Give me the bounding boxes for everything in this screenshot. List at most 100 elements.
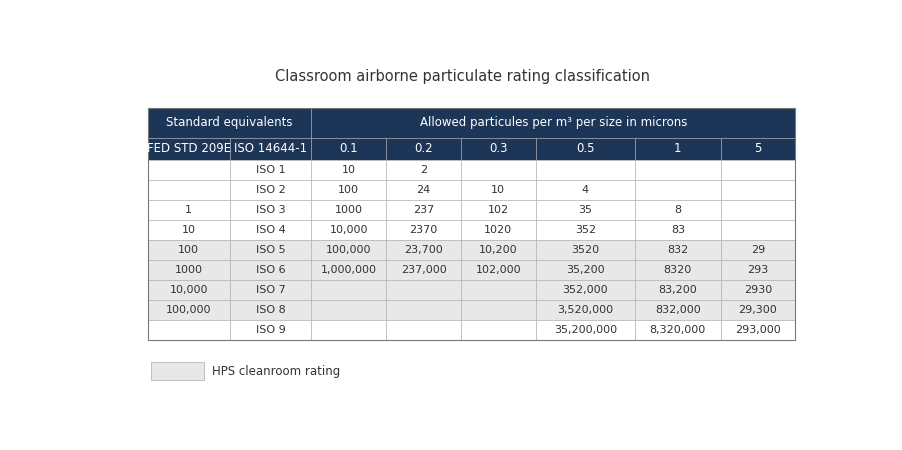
Text: 0.1: 0.1 [339, 142, 358, 155]
FancyBboxPatch shape [152, 362, 204, 380]
Text: ISO 1: ISO 1 [255, 165, 285, 175]
FancyBboxPatch shape [720, 320, 795, 340]
Text: HPS cleanroom rating: HPS cleanroom rating [212, 364, 340, 378]
FancyBboxPatch shape [148, 280, 229, 300]
Text: 1000: 1000 [335, 205, 363, 215]
FancyBboxPatch shape [720, 280, 795, 300]
FancyBboxPatch shape [720, 220, 795, 240]
Text: 1000: 1000 [175, 265, 203, 275]
FancyBboxPatch shape [229, 260, 311, 280]
FancyBboxPatch shape [229, 220, 311, 240]
FancyBboxPatch shape [386, 260, 460, 280]
Text: 4: 4 [581, 185, 588, 195]
Text: 1: 1 [673, 142, 681, 155]
FancyBboxPatch shape [148, 200, 229, 220]
Text: 5: 5 [753, 142, 760, 155]
Text: 8,320,000: 8,320,000 [649, 325, 705, 335]
Text: FED STD 209E: FED STD 209E [146, 142, 231, 155]
FancyBboxPatch shape [460, 138, 535, 160]
FancyBboxPatch shape [634, 300, 720, 320]
Text: Standard equivalents: Standard equivalents [166, 116, 292, 129]
FancyBboxPatch shape [634, 320, 720, 340]
Text: 352: 352 [575, 225, 595, 235]
Text: ISO 4: ISO 4 [255, 225, 285, 235]
FancyBboxPatch shape [386, 180, 460, 200]
FancyBboxPatch shape [460, 240, 535, 260]
Text: 3520: 3520 [571, 245, 599, 255]
FancyBboxPatch shape [720, 138, 795, 160]
Text: 35,200,000: 35,200,000 [553, 325, 616, 335]
Text: 1: 1 [185, 205, 192, 215]
Text: 352,000: 352,000 [562, 285, 607, 295]
Text: 237: 237 [412, 205, 434, 215]
FancyBboxPatch shape [148, 260, 229, 280]
Text: 29: 29 [750, 245, 764, 255]
Text: 100,000: 100,000 [326, 245, 371, 255]
Text: 832,000: 832,000 [654, 305, 700, 315]
Text: ISO 8: ISO 8 [255, 305, 285, 315]
FancyBboxPatch shape [535, 220, 634, 240]
Text: 8320: 8320 [663, 265, 691, 275]
FancyBboxPatch shape [634, 160, 720, 180]
FancyBboxPatch shape [634, 240, 720, 260]
FancyBboxPatch shape [535, 280, 634, 300]
Text: 35,200: 35,200 [566, 265, 604, 275]
FancyBboxPatch shape [311, 200, 386, 220]
Text: 8: 8 [674, 205, 681, 215]
FancyBboxPatch shape [535, 138, 634, 160]
FancyBboxPatch shape [386, 280, 460, 300]
FancyBboxPatch shape [229, 320, 311, 340]
Text: 29,300: 29,300 [738, 305, 777, 315]
Text: 293: 293 [747, 265, 768, 275]
Text: 23,700: 23,700 [404, 245, 442, 255]
FancyBboxPatch shape [386, 200, 460, 220]
FancyBboxPatch shape [386, 300, 460, 320]
FancyBboxPatch shape [148, 240, 229, 260]
FancyBboxPatch shape [460, 320, 535, 340]
Text: 0.2: 0.2 [414, 142, 432, 155]
Text: 2930: 2930 [743, 285, 771, 295]
Text: 1020: 1020 [483, 225, 511, 235]
Text: Allowed particules per m³ per size in microns: Allowed particules per m³ per size in mi… [419, 116, 686, 129]
FancyBboxPatch shape [634, 138, 720, 160]
FancyBboxPatch shape [311, 108, 795, 138]
Text: 100,000: 100,000 [166, 305, 211, 315]
Text: Classroom airborne particulate rating classification: Classroom airborne particulate rating cl… [275, 69, 649, 84]
FancyBboxPatch shape [386, 160, 460, 180]
FancyBboxPatch shape [634, 260, 720, 280]
FancyBboxPatch shape [311, 280, 386, 300]
FancyBboxPatch shape [535, 240, 634, 260]
Text: 293,000: 293,000 [734, 325, 780, 335]
FancyBboxPatch shape [148, 108, 311, 138]
FancyBboxPatch shape [535, 200, 634, 220]
Text: ISO 14644-1: ISO 14644-1 [234, 142, 307, 155]
FancyBboxPatch shape [311, 138, 386, 160]
FancyBboxPatch shape [311, 260, 386, 280]
FancyBboxPatch shape [460, 280, 535, 300]
Text: 35: 35 [577, 205, 592, 215]
FancyBboxPatch shape [311, 240, 386, 260]
Text: 83,200: 83,200 [658, 285, 696, 295]
Text: 0.3: 0.3 [488, 142, 507, 155]
Text: 10,000: 10,000 [329, 225, 368, 235]
Text: ISO 7: ISO 7 [255, 285, 285, 295]
FancyBboxPatch shape [148, 220, 229, 240]
FancyBboxPatch shape [535, 300, 634, 320]
Text: ISO 3: ISO 3 [255, 205, 285, 215]
FancyBboxPatch shape [634, 280, 720, 300]
Text: 10: 10 [491, 185, 504, 195]
FancyBboxPatch shape [311, 180, 386, 200]
Text: 3,520,000: 3,520,000 [557, 305, 612, 315]
FancyBboxPatch shape [386, 240, 460, 260]
FancyBboxPatch shape [460, 180, 535, 200]
FancyBboxPatch shape [720, 300, 795, 320]
Text: 100: 100 [178, 245, 199, 255]
Text: 102: 102 [487, 205, 508, 215]
Text: ISO 9: ISO 9 [255, 325, 285, 335]
FancyBboxPatch shape [535, 260, 634, 280]
Text: 100: 100 [338, 185, 359, 195]
Text: 832: 832 [667, 245, 687, 255]
FancyBboxPatch shape [311, 300, 386, 320]
Text: 237,000: 237,000 [400, 265, 446, 275]
FancyBboxPatch shape [720, 260, 795, 280]
